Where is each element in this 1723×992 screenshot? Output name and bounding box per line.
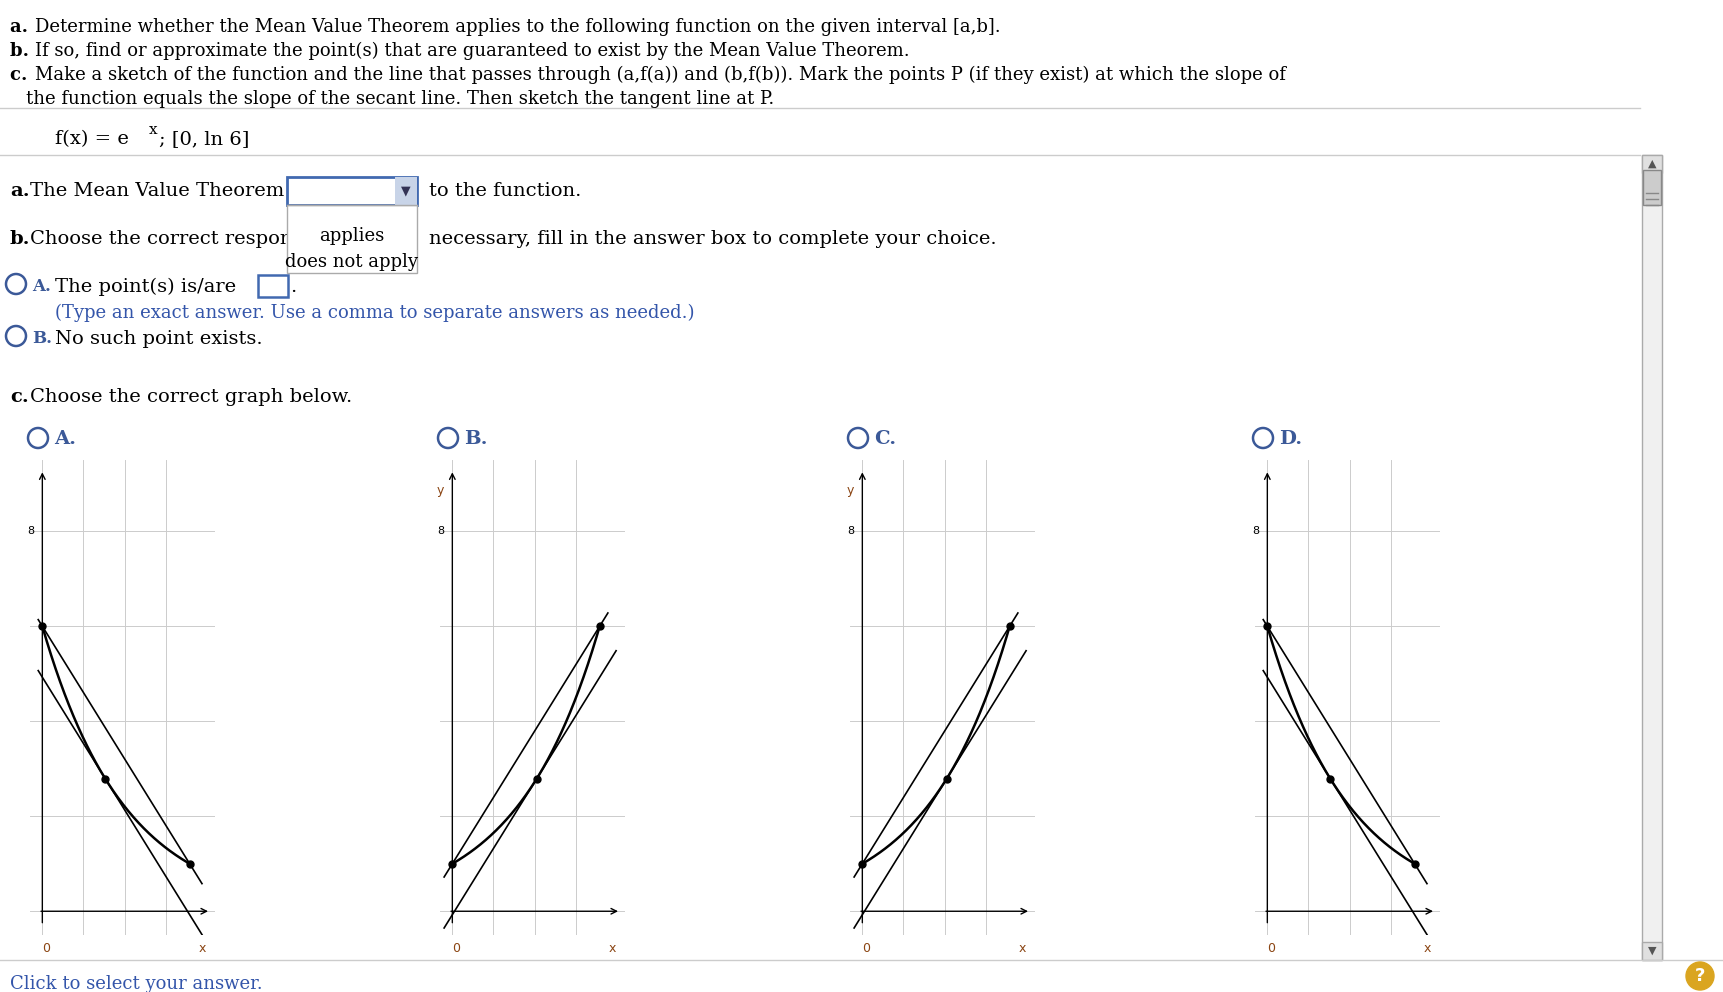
Text: (Type an exact answer. Use a comma to separate answers as needed.): (Type an exact answer. Use a comma to se…	[55, 304, 694, 322]
FancyBboxPatch shape	[996, 468, 1032, 502]
Text: +: +	[1409, 478, 1418, 488]
FancyBboxPatch shape	[586, 468, 622, 502]
Text: +: +	[594, 478, 605, 488]
Text: Determine whether the Mean Value Theorem applies to the following function on th: Determine whether the Mean Value Theorem…	[36, 18, 1001, 36]
Text: f(x) = e: f(x) = e	[55, 130, 129, 148]
Text: B.: B.	[33, 330, 52, 347]
Text: 0: 0	[862, 942, 870, 955]
Text: ▼: ▼	[1647, 946, 1656, 956]
Text: .: .	[289, 278, 296, 296]
Text: y: y	[436, 484, 445, 497]
FancyBboxPatch shape	[1401, 468, 1437, 502]
Text: ?: ?	[1694, 967, 1704, 985]
Bar	[286, 177, 417, 205]
Bar	[1640, 942, 1661, 960]
Text: b.: b.	[10, 42, 34, 60]
Text: x: x	[1423, 942, 1430, 955]
Text: Choose the correct respons: Choose the correct respons	[29, 230, 302, 248]
Bar	[1640, 155, 1661, 960]
Text: ▼: ▼	[401, 185, 410, 197]
Text: the function equals the slope of the secant line. Then sketch the tangent line a: the function equals the slope of the sec…	[26, 90, 774, 108]
Text: c.: c.	[10, 66, 34, 84]
Text: D.: D.	[1278, 430, 1301, 448]
Text: b.: b.	[10, 230, 31, 248]
Text: x: x	[198, 942, 207, 955]
Bar	[286, 205, 417, 273]
Text: 0: 0	[43, 942, 50, 955]
Text: No such point exists.: No such point exists.	[55, 330, 262, 348]
Text: The Mean Value Theorem: The Mean Value Theorem	[29, 182, 284, 200]
Bar	[395, 177, 417, 205]
Text: 8: 8	[846, 526, 853, 537]
Circle shape	[1685, 962, 1713, 990]
Text: A.: A.	[33, 278, 52, 295]
Text: Click to select your answer.: Click to select your answer.	[10, 975, 262, 992]
Text: does not apply: does not apply	[286, 253, 419, 271]
Text: necessary, fill in the answer box to complete your choice.: necessary, fill in the answer box to com…	[429, 230, 996, 248]
Text: to the function.: to the function.	[429, 182, 581, 200]
Text: 8: 8	[28, 526, 34, 537]
Text: x: x	[608, 942, 617, 955]
Bar	[258, 275, 288, 297]
FancyBboxPatch shape	[176, 468, 212, 502]
Text: +: +	[1005, 478, 1015, 488]
Bar	[1640, 155, 1661, 173]
Bar	[1642, 170, 1659, 205]
Text: 8: 8	[436, 526, 445, 537]
Text: c.: c.	[10, 388, 29, 406]
Text: a.: a.	[10, 18, 34, 36]
Text: 0: 0	[1266, 942, 1275, 955]
Text: B.: B.	[463, 430, 488, 448]
Text: The point(s) is/are: The point(s) is/are	[55, 278, 236, 297]
Text: y: y	[846, 484, 853, 497]
Text: 0: 0	[451, 942, 460, 955]
Text: Make a sketch of the function and the line that passes through (a,f(a)) and (b,f: Make a sketch of the function and the li…	[36, 66, 1285, 84]
Text: a.: a.	[10, 182, 29, 200]
Text: x: x	[1018, 942, 1025, 955]
Text: +: +	[184, 478, 195, 488]
Text: C.: C.	[874, 430, 896, 448]
Text: If so, find or approximate the point(s) that are guaranteed to exist by the Mean: If so, find or approximate the point(s) …	[36, 42, 910, 61]
Text: A.: A.	[53, 430, 76, 448]
Text: 8: 8	[1251, 526, 1258, 537]
Text: x: x	[148, 123, 157, 137]
Text: applies: applies	[319, 227, 384, 245]
Text: ▲: ▲	[1647, 159, 1656, 169]
Text: ; [0, ln 6]: ; [0, ln 6]	[159, 130, 250, 148]
Text: Choose the correct graph below.: Choose the correct graph below.	[29, 388, 351, 406]
